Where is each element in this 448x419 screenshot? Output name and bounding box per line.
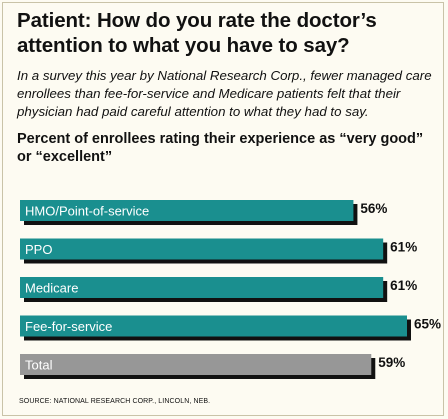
- bar-medicare: [20, 277, 384, 298]
- bar-label-total: Total: [25, 358, 53, 373]
- bar-group-ppo: PPO 61%: [20, 238, 417, 264]
- value-label-total: 59%: [378, 355, 405, 370]
- bar-label-hmo-point-of-service: HMO/Point-of-service: [25, 204, 149, 219]
- value-label-fee-for-service: 65%: [414, 317, 441, 332]
- bar-hmo-point-of-service: [20, 200, 354, 221]
- bar-label-medicare: Medicare: [25, 281, 78, 296]
- bar-total: [20, 354, 372, 375]
- value-label-medicare: 61%: [390, 278, 417, 293]
- bar-ppo: [20, 238, 384, 260]
- bar-fee-for-service: [20, 315, 407, 337]
- chart-title: Patient: How do you rate the doctor’s at…: [17, 9, 377, 57]
- bar-group-fee-for-service: Fee-for-service 65%: [20, 315, 441, 341]
- bar-group-medicare: Medicare 61%: [20, 277, 417, 302]
- bar-group-hmo-point-of-service: HMO/Point-of-service 56%: [20, 200, 387, 225]
- bar-group-total: Total 59%: [20, 354, 405, 379]
- chart-subtitle: Percent of enrollees rating their experi…: [17, 131, 424, 165]
- bar-label-ppo: PPO: [25, 242, 52, 257]
- source-note: SOURCE: NATIONAL RESEARCH CORP., LINCOLN…: [19, 398, 211, 405]
- chart-intro: In a survey this year by National Resear…: [17, 68, 432, 119]
- value-label-hmo-point-of-service: 56%: [360, 201, 387, 216]
- value-label-ppo: 61%: [390, 240, 417, 255]
- bar-label-fee-for-service: Fee-for-service: [25, 319, 112, 334]
- chart-frame: [2, 2, 444, 416]
